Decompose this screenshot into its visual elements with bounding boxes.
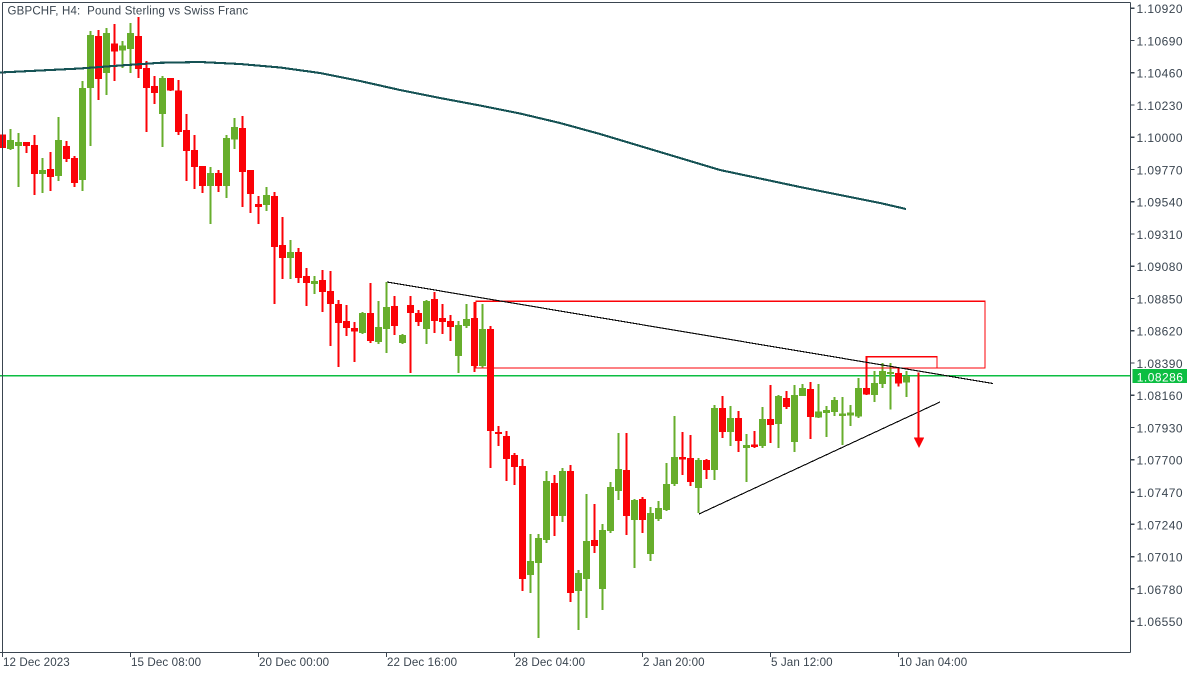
svg-text:1.09310: 1.09310 [1137,228,1184,242]
svg-text:1.07700: 1.07700 [1137,454,1184,468]
svg-text:1.07470: 1.07470 [1137,486,1184,500]
svg-text:1.07240: 1.07240 [1137,518,1184,532]
svg-text:1.09080: 1.09080 [1137,260,1184,274]
svg-text:1.06550: 1.06550 [1137,615,1184,629]
svg-text:22 Dec 16:00: 22 Dec 16:00 [387,656,457,669]
svg-text:1.08620: 1.08620 [1137,325,1184,339]
svg-text:5 Jan 12:00: 5 Jan 12:00 [771,656,833,669]
svg-text:1.08390: 1.08390 [1137,357,1184,371]
svg-text:12 Dec 2023: 12 Dec 2023 [3,656,70,669]
svg-text:1.09540: 1.09540 [1137,196,1184,210]
svg-text:1.09770: 1.09770 [1137,163,1184,177]
svg-text:GBPCHF, H4: Pound Sterling vs: GBPCHF, H4: Pound Sterling vs Swiss Fran… [8,5,249,17]
svg-text:1.07930: 1.07930 [1137,421,1184,435]
svg-text:1.10230: 1.10230 [1137,99,1184,113]
svg-text:1.10000: 1.10000 [1137,131,1184,145]
svg-text:28 Dec 04:00: 28 Dec 04:00 [515,656,585,669]
svg-text:1.10460: 1.10460 [1137,67,1184,81]
svg-text:1.07010: 1.07010 [1137,551,1184,565]
svg-text:1.10690: 1.10690 [1137,34,1184,48]
svg-text:1.10920: 1.10920 [1137,2,1184,16]
svg-text:1.06780: 1.06780 [1137,583,1184,597]
svg-text:1.08160: 1.08160 [1137,389,1184,403]
svg-text:20 Dec 00:00: 20 Dec 00:00 [259,656,329,669]
svg-text:2 Jan 20:00: 2 Jan 20:00 [643,656,705,669]
svg-text:1.08850: 1.08850 [1137,292,1184,306]
svg-text:1.08286: 1.08286 [1137,370,1184,384]
svg-text:15 Dec 08:00: 15 Dec 08:00 [131,656,201,669]
svg-text:10 Jan 04:00: 10 Jan 04:00 [899,656,967,669]
